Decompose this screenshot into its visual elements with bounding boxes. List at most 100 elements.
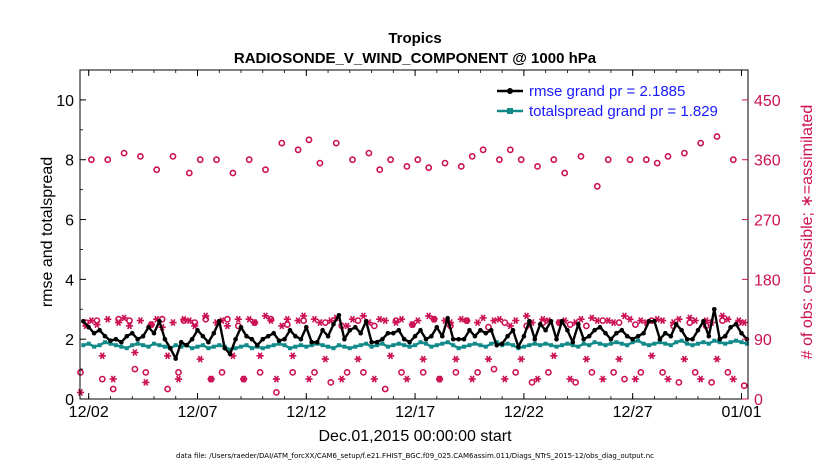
totalspread-marker (598, 341, 602, 346)
totalspread-marker (451, 343, 456, 348)
obs-possible-marker (425, 164, 433, 172)
obs-assimilated-marker (316, 319, 324, 327)
obs-assimilated-marker (338, 375, 346, 383)
obs-possible-marker (223, 315, 231, 323)
totalspread-marker (326, 344, 331, 349)
obs-possible-marker (359, 368, 367, 376)
obs-possible-marker (88, 156, 95, 164)
totalspread-marker (244, 343, 249, 348)
rmse-marker (717, 336, 722, 342)
rmse-marker (304, 324, 309, 330)
rmse-marker (119, 339, 124, 345)
obs-assimilated-marker (484, 355, 493, 363)
obs-assimilated-marker (256, 352, 264, 360)
obs-possible-marker (343, 368, 351, 376)
totalspread-marker (554, 344, 559, 349)
rmse-marker (233, 336, 238, 342)
obs-assimilated-marker (202, 312, 210, 320)
totalspread-marker (679, 338, 684, 343)
obs-possible-marker (621, 375, 628, 383)
rmse-marker (102, 333, 108, 339)
legend-totalspread-swatch-marker (507, 108, 513, 114)
obs-possible-marker (109, 385, 117, 393)
totalspread-marker (369, 344, 374, 349)
totalspread-marker (309, 343, 314, 348)
obs-assimilated-marker (354, 355, 362, 363)
rmse-marker (652, 318, 657, 324)
obs-assimilated-marker (566, 375, 574, 383)
totalspread-marker (413, 343, 418, 348)
rmse-marker (521, 333, 527, 339)
obs-possible-marker (653, 159, 661, 167)
obs-possible-marker (327, 378, 335, 386)
x-tick-label: 12/07 (177, 404, 217, 421)
obs-assimilated-marker (533, 375, 542, 383)
rmse-marker (238, 324, 244, 330)
obs-possible-marker (517, 156, 525, 164)
totalspread-marker (560, 343, 564, 348)
obs-assimilated-marker (724, 315, 732, 323)
rmse-marker (695, 327, 701, 333)
rmse-marker (265, 333, 271, 339)
obs-assimilated-marker (359, 312, 367, 320)
obs-possible-marker (136, 152, 144, 160)
rmse-marker (140, 333, 146, 339)
obs-assimilated-marker (740, 319, 748, 327)
totalspread-marker (86, 341, 91, 346)
totalspread-marker (418, 340, 423, 345)
obs-assimilated-marker (506, 322, 514, 330)
rmse-marker (488, 327, 494, 333)
obs-assimilated-marker (468, 375, 476, 383)
totalspread-marker (402, 343, 407, 348)
rmse-marker (565, 327, 570, 333)
rmse-marker (282, 336, 287, 342)
rmse-marker (603, 330, 608, 336)
y-tick-label-right: 180 (754, 272, 781, 289)
rmse-marker (712, 307, 717, 312)
rmse-marker (195, 327, 200, 333)
obs-possible-marker (120, 149, 128, 157)
rmse-marker (124, 333, 130, 339)
obs-assimilated-marker (691, 317, 699, 325)
x-tick-label: 12/17 (395, 404, 435, 421)
obs-assimilated-marker (207, 375, 215, 383)
rmse-marker (309, 339, 315, 345)
totalspread-marker (543, 341, 548, 346)
rmse-marker (211, 330, 217, 336)
rmse-marker (467, 327, 472, 333)
obs-assimilated-marker (463, 317, 471, 325)
obs-assimilated-marker (512, 317, 520, 325)
totalspread-marker (266, 344, 271, 349)
obs-assimilated-marker (637, 317, 645, 325)
rmse-marker (314, 339, 320, 345)
rmse-marker (586, 333, 592, 339)
rmse-marker (445, 315, 451, 321)
obs-assimilated-marker (501, 375, 509, 383)
y-tick-label-right: 90 (754, 332, 772, 349)
totalspread-marker (233, 346, 238, 351)
obs-assimilated-marker (278, 322, 286, 330)
y-tick-label-right: 270 (754, 213, 781, 230)
totalspread-marker (162, 344, 167, 349)
obs-assimilated-marker (387, 352, 395, 360)
rmse-marker (331, 321, 336, 327)
rmse-marker (217, 318, 222, 324)
rmse-marker (728, 324, 733, 330)
obs-possible-marker (196, 156, 204, 164)
totalspread-marker (228, 347, 233, 352)
obs-assimilated-marker (376, 315, 384, 323)
obs-possible-marker (278, 139, 286, 147)
obs-possible-marker (169, 152, 177, 160)
totalspread-marker (619, 341, 624, 346)
totalspread-marker (576, 344, 581, 349)
totalspread-marker (434, 343, 439, 348)
rmse-marker (200, 333, 206, 339)
totalspread-marker (657, 340, 662, 345)
totalspread-marker (271, 343, 276, 348)
obs-possible-marker (283, 321, 291, 328)
obs-possible-marker (126, 317, 133, 324)
totalspread-marker (549, 343, 554, 348)
obs-assimilated-marker (283, 315, 291, 323)
